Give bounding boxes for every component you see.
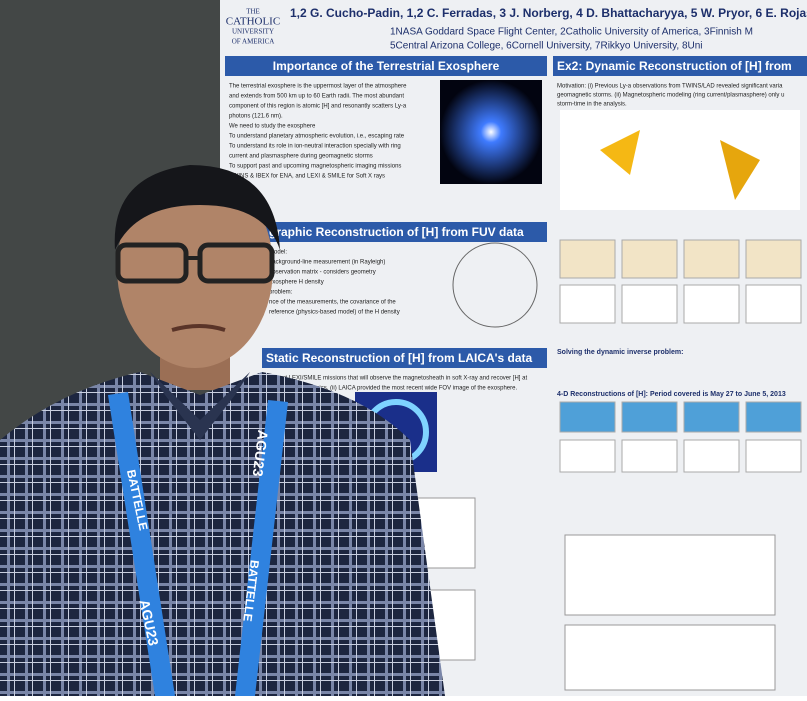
section-header: [225, 56, 547, 76]
plot: [683, 239, 740, 279]
body-text: TWINS & IBEX for ENA, and LEXI & SMILE f…: [229, 174, 385, 180]
affiliation: 5Central Arizona College, 6Cornell Unive…: [390, 41, 703, 52]
mouth: [171, 324, 226, 332]
body-text: current and plasmasphere during geomagne…: [229, 154, 373, 160]
figure: [560, 110, 800, 210]
exosphere-image: [440, 80, 542, 184]
plot: [564, 534, 776, 616]
glasses-left: [115, 242, 189, 284]
plot: [745, 239, 802, 279]
section-title: Importance of the Terrestrial Exosphere: [273, 59, 500, 73]
body-text: nce of the measurements, the covariance …: [269, 300, 396, 306]
person: AGU23 BATTELLE AGU23 BATTELLE: [0, 165, 445, 696]
affiliation: 1NASA Goddard Space Flight Center, 2Cath…: [390, 27, 753, 38]
section-title: Static Reconstruction of [H] from LAICA'…: [266, 351, 533, 365]
logo-text: OF AMERICA: [232, 38, 275, 46]
body-text: To support past and upcoming magnetosphe…: [229, 164, 401, 170]
body-text: To understand planetary atmospheric evol…: [229, 134, 405, 140]
body-text: exosphere H density: [269, 280, 324, 286]
body-text: component of this region is atomic [H] a…: [229, 104, 407, 110]
plot: [683, 401, 740, 433]
body-text: reference (physics-based model) of the H…: [269, 310, 400, 316]
body-text: The terrestrial exosphere is the uppermo…: [229, 84, 407, 90]
body-text: geomagnetic storms. (ii) Magnetospheric …: [557, 93, 784, 99]
plot: [559, 239, 616, 279]
lanyard-text: AGU23: [250, 429, 272, 477]
body-text: cusp plasma dynamics. (ii) LAICA provide…: [266, 386, 517, 392]
logo-text: THE: [246, 8, 260, 16]
section-header: [265, 222, 547, 242]
authors: 1,2 G. Cucho-Padin, 1,2 C. Ferradas, 3 J…: [290, 6, 807, 20]
plot: [559, 284, 616, 324]
plot: [621, 401, 678, 433]
body-text: Motivation: (i) Previous Ly-a observatio…: [557, 84, 783, 90]
figure-fan: [720, 140, 760, 200]
plot: [745, 284, 802, 324]
lanyard-left: [108, 392, 175, 696]
section-title: graphic Reconstruction of [H] from FUV d…: [269, 225, 524, 239]
subhead: Solving the dynamic inverse problem:: [557, 349, 683, 356]
collar: [150, 372, 250, 440]
face: [117, 168, 273, 368]
body-text: model:: [269, 250, 287, 256]
body-text: observation matrix - considers geometry: [269, 270, 376, 276]
plot: [683, 439, 740, 473]
plot: [745, 401, 802, 433]
plot: [683, 284, 740, 324]
diagram: [452, 242, 538, 328]
glasses-right: [197, 242, 275, 284]
plot: [559, 401, 616, 433]
hair: [114, 165, 281, 250]
body-text: To understand its role in ion-neutral in…: [229, 144, 401, 150]
plot: [745, 439, 802, 473]
figure-fan: [600, 130, 640, 175]
logo-text: CATHOLIC: [226, 16, 280, 28]
logo-text: UNIVERSITY: [232, 28, 274, 36]
lanyard-right: [235, 400, 288, 696]
body-text: Support LEXI/SMILE missions that will ob…: [266, 376, 527, 382]
subhead: 4-D Reconstructions of [H]: Period cover…: [557, 391, 786, 398]
plot: [559, 439, 616, 473]
plot: [621, 239, 678, 279]
body-text: problem:: [269, 290, 293, 296]
body-text: We need to study the exosphere: [229, 124, 316, 130]
section-header: [553, 56, 807, 76]
section-header: [262, 348, 547, 368]
plot: [621, 284, 678, 324]
body-text: storm-time in the analysis.: [557, 102, 627, 108]
plot: [621, 439, 678, 473]
body-text: and extends from 500 km up to 60 Earth r…: [229, 94, 404, 100]
plot: [564, 624, 776, 691]
body-text: photons (121.6 nm).: [229, 114, 283, 120]
section-title: Ex2: Dynamic Reconstruction of [H] from: [557, 59, 792, 73]
shirt: [0, 372, 445, 696]
body-text: background-line measurement (in Rayleigh…: [269, 260, 385, 266]
